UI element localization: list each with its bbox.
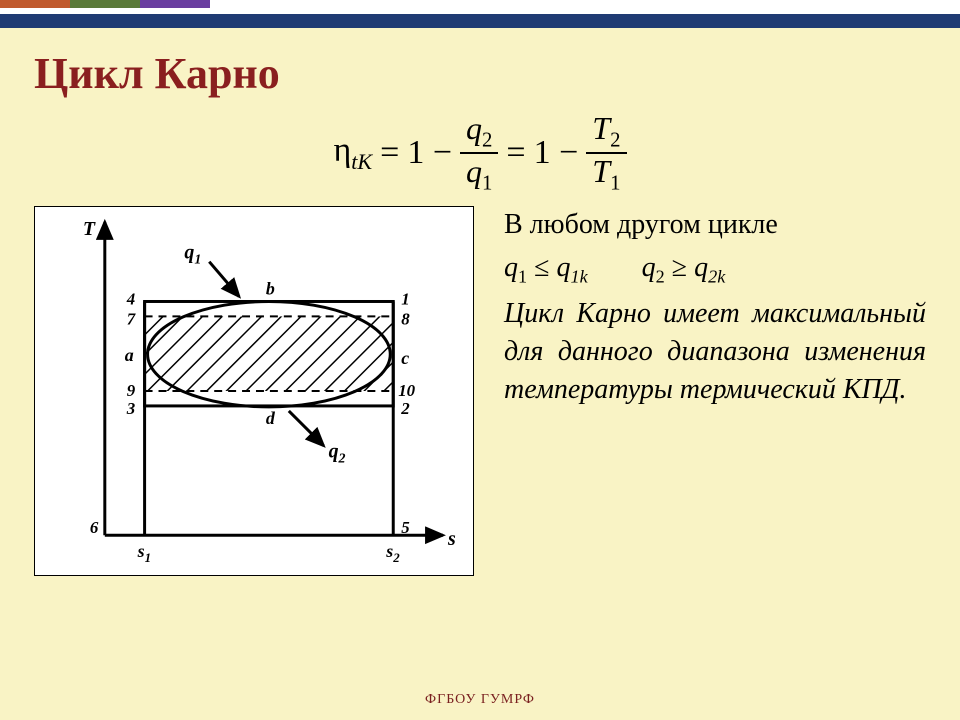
body-line-1: В любом другом цикле <box>504 206 926 244</box>
svg-text:3: 3 <box>126 398 135 417</box>
body-text: В любом другом цикле q1 ≤ q1k q2 ≥ q2k Ц… <box>504 206 926 415</box>
svg-text:q2: q2 <box>329 440 346 466</box>
svg-text:a: a <box>125 345 134 365</box>
svg-text:s1: s1 <box>137 541 151 565</box>
top-accent-bar <box>0 0 960 8</box>
header-line <box>0 14 960 28</box>
ts-diagram: T s s1 s2 q1 q2 a b c d 1 2 3 <box>34 206 474 576</box>
svg-text:b: b <box>266 278 275 298</box>
svg-text:2: 2 <box>400 398 410 417</box>
svg-text:d: d <box>266 407 276 427</box>
svg-text:4: 4 <box>126 289 135 308</box>
svg-text:5: 5 <box>401 518 410 537</box>
efficiency-formula: ηtK = 1 − q2 q1 = 1 − T2 T1 <box>34 111 926 196</box>
footer-text: ФГБОУ ГУМРФ <box>0 692 960 708</box>
svg-text:8: 8 <box>401 309 410 328</box>
inequalities: q1 ≤ q1k q2 ≥ q2k <box>504 249 926 289</box>
svg-text:7: 7 <box>127 309 136 328</box>
svg-text:q1: q1 <box>184 241 201 267</box>
slide: Цикл Карно ηtK = 1 − q2 q1 = 1 − T2 T1 <box>0 0 960 720</box>
axis-x-label: s <box>447 528 456 550</box>
svg-text:s2: s2 <box>385 541 400 565</box>
svg-text:9: 9 <box>127 381 136 400</box>
svg-text:6: 6 <box>90 518 99 537</box>
statement: Цикл Карно имеет максимальный для данног… <box>504 295 926 408</box>
page-title: Цикл Карно <box>34 48 926 99</box>
axis-y-label: T <box>83 217 96 239</box>
svg-text:10: 10 <box>398 381 415 400</box>
svg-text:1: 1 <box>401 289 409 308</box>
svg-text:c: c <box>401 348 409 368</box>
